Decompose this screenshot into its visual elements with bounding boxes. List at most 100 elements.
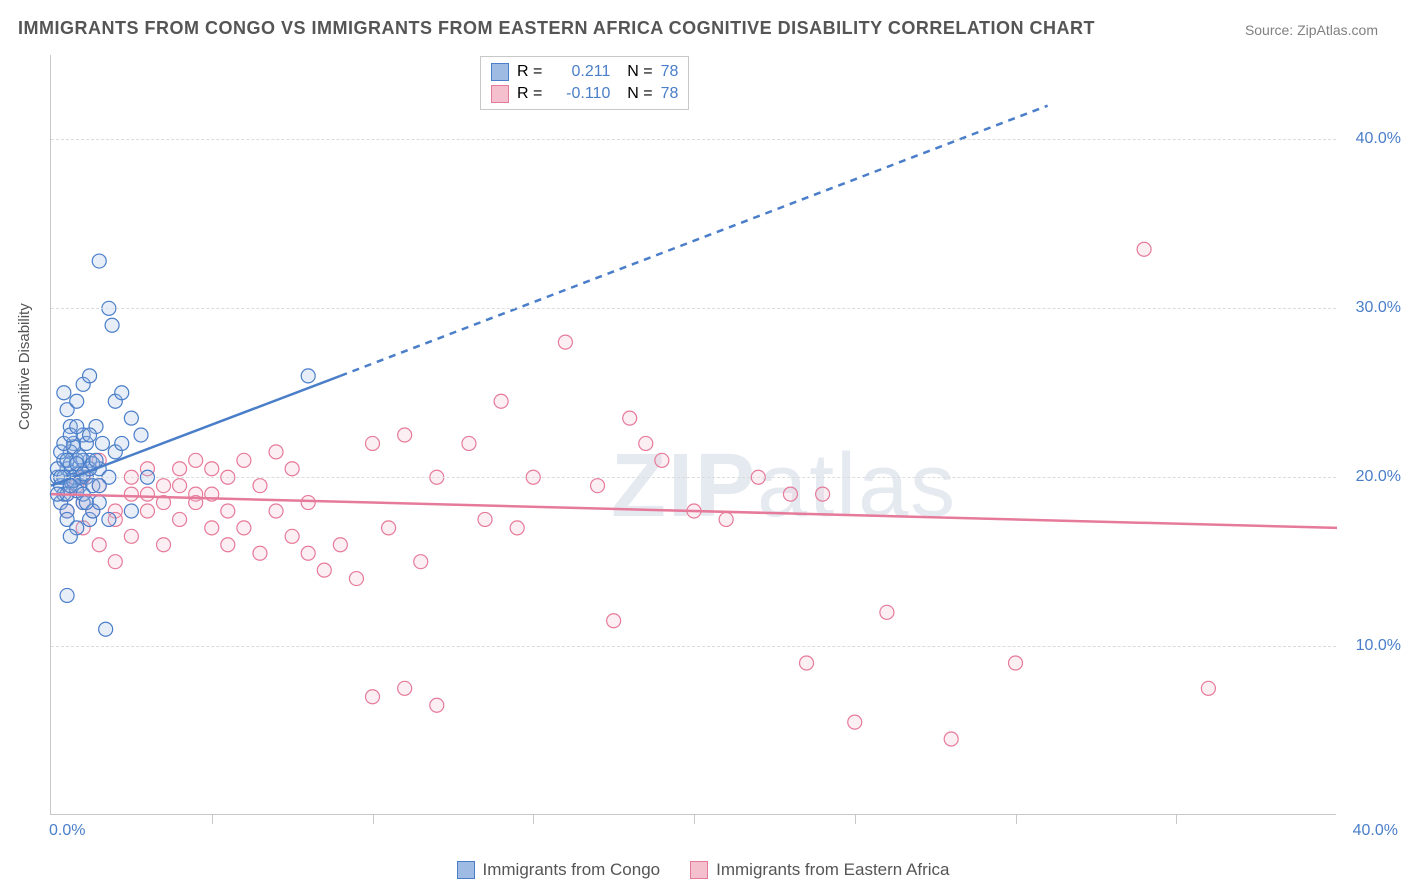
data-point <box>60 588 74 602</box>
x-tick <box>1016 814 1017 824</box>
plot-area: ZIPatlas 0.0% 40.0% 10.0%20.0%30.0%40.0% <box>50 55 1336 815</box>
n-value-eastern-africa: 78 <box>661 85 679 103</box>
legend-item-congo: Immigrants from Congo <box>457 860 661 880</box>
data-point <box>70 420 84 434</box>
data-point <box>382 521 396 535</box>
data-point <box>115 386 129 400</box>
gridline <box>51 477 1336 478</box>
data-point <box>623 411 637 425</box>
data-point <box>349 572 363 586</box>
data-point <box>95 436 109 450</box>
data-point <box>366 436 380 450</box>
data-point <box>848 715 862 729</box>
gridline <box>51 308 1336 309</box>
data-point <box>430 698 444 712</box>
legend-swatch-congo <box>457 861 475 879</box>
data-point <box>79 496 93 510</box>
stats-box: R = 0.211 N = 78 R = -0.110 N = 78 <box>480 56 689 110</box>
data-point <box>92 496 106 510</box>
data-point <box>607 614 621 628</box>
y-tick-label: 20.0% <box>1356 468 1401 486</box>
data-point <box>89 453 103 467</box>
data-point <box>414 555 428 569</box>
data-point <box>333 538 347 552</box>
r-value-eastern-africa: -0.110 <box>550 85 610 103</box>
x-axis-min-label: 0.0% <box>49 822 85 840</box>
data-point <box>173 479 187 493</box>
data-point <box>205 521 219 535</box>
y-axis-label: Cognitive Disability <box>16 303 33 430</box>
data-point <box>237 521 251 535</box>
data-point <box>398 428 412 442</box>
data-point <box>157 479 171 493</box>
data-point <box>269 504 283 518</box>
data-point <box>301 369 315 383</box>
data-point <box>99 622 113 636</box>
x-tick <box>1176 814 1177 824</box>
data-point <box>237 453 251 467</box>
x-tick <box>212 814 213 824</box>
data-point <box>269 445 283 459</box>
n-value-congo: 78 <box>661 63 679 81</box>
data-point <box>92 479 106 493</box>
data-point <box>57 386 71 400</box>
data-point <box>1201 681 1215 695</box>
y-tick-label: 40.0% <box>1356 130 1401 148</box>
stats-row-eastern-africa: R = -0.110 N = 78 <box>491 83 678 105</box>
data-point <box>189 453 203 467</box>
legend-swatch-eastern-africa <box>690 861 708 879</box>
data-point <box>70 394 84 408</box>
x-tick <box>533 814 534 824</box>
regression-line-dashed <box>340 106 1047 376</box>
data-point <box>124 504 138 518</box>
data-point <box>510 521 524 535</box>
data-point <box>462 436 476 450</box>
data-point <box>157 538 171 552</box>
data-point <box>92 254 106 268</box>
y-tick-label: 30.0% <box>1356 299 1401 317</box>
data-point <box>134 428 148 442</box>
data-point <box>63 529 77 543</box>
legend: Immigrants from Congo Immigrants from Ea… <box>0 860 1406 880</box>
r-value-congo: 0.211 <box>550 63 610 81</box>
data-point <box>719 512 733 526</box>
data-point <box>800 656 814 670</box>
data-point <box>655 453 669 467</box>
data-point <box>783 487 797 501</box>
data-point <box>140 504 154 518</box>
data-point <box>115 436 129 450</box>
data-point <box>558 335 572 349</box>
data-point <box>1137 242 1151 256</box>
y-tick-label: 10.0% <box>1356 637 1401 655</box>
swatch-congo <box>491 63 509 81</box>
data-point <box>124 487 138 501</box>
data-point <box>205 462 219 476</box>
data-point <box>301 546 315 560</box>
data-point <box>478 512 492 526</box>
legend-item-eastern-africa: Immigrants from Eastern Africa <box>690 860 949 880</box>
data-point <box>639 436 653 450</box>
data-point <box>285 462 299 476</box>
data-point <box>105 318 119 332</box>
x-tick <box>373 814 374 824</box>
data-point <box>173 462 187 476</box>
data-point <box>173 512 187 526</box>
scatter-svg <box>51 55 1337 815</box>
gridline <box>51 646 1336 647</box>
source-label: Source: ZipAtlas.com <box>1245 22 1378 38</box>
data-point <box>253 479 267 493</box>
data-point <box>944 732 958 746</box>
data-point <box>92 538 106 552</box>
legend-label-congo: Immigrants from Congo <box>483 860 661 880</box>
data-point <box>253 546 267 560</box>
legend-label-eastern-africa: Immigrants from Eastern Africa <box>716 860 949 880</box>
data-point <box>366 690 380 704</box>
data-point <box>285 529 299 543</box>
data-point <box>124 411 138 425</box>
data-point <box>102 512 116 526</box>
x-tick <box>855 814 856 824</box>
x-tick <box>694 814 695 824</box>
swatch-eastern-africa <box>491 85 509 103</box>
data-point <box>591 479 605 493</box>
data-point <box>83 428 97 442</box>
